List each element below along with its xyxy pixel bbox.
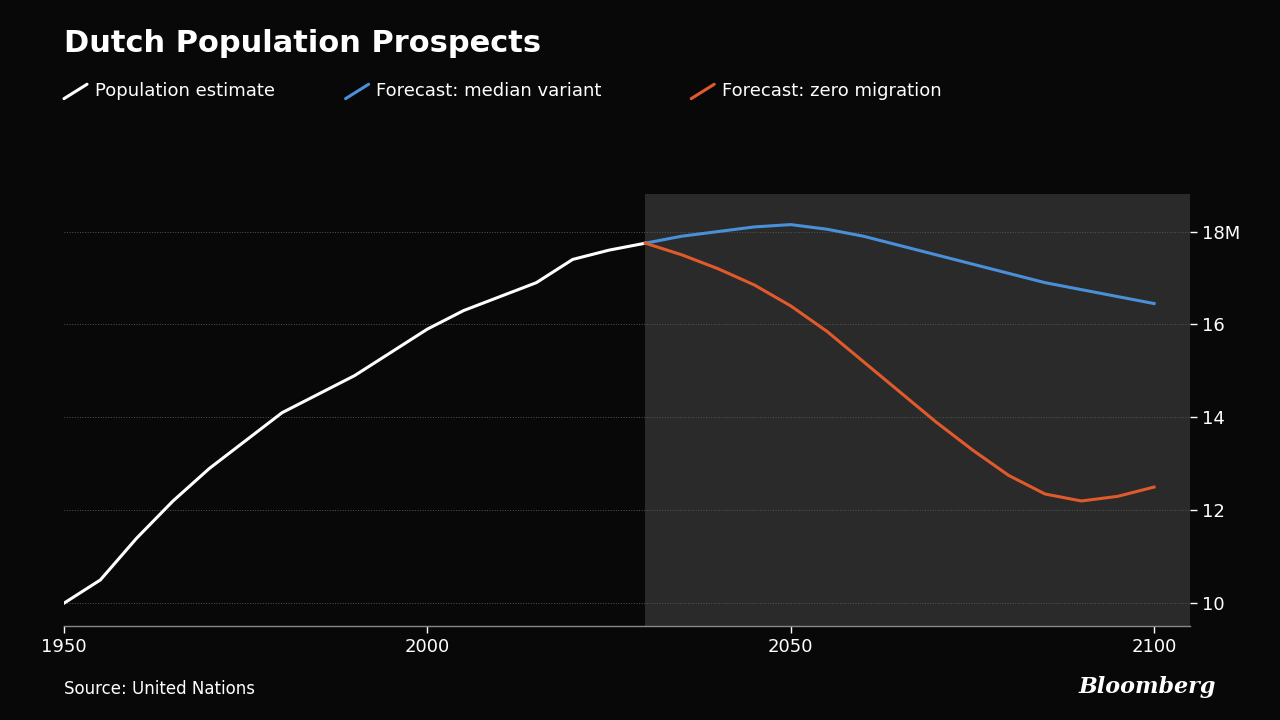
Bar [645,194,1190,626]
Text: Bloomberg: Bloomberg [1079,676,1216,698]
Text: Source: United Nations: Source: United Nations [64,680,255,698]
Text: Forecast: zero migration: Forecast: zero migration [722,83,942,101]
Text: Forecast: median variant: Forecast: median variant [376,83,602,101]
Text: Population estimate: Population estimate [95,83,275,101]
Text: Dutch Population Prospects: Dutch Population Prospects [64,29,541,58]
